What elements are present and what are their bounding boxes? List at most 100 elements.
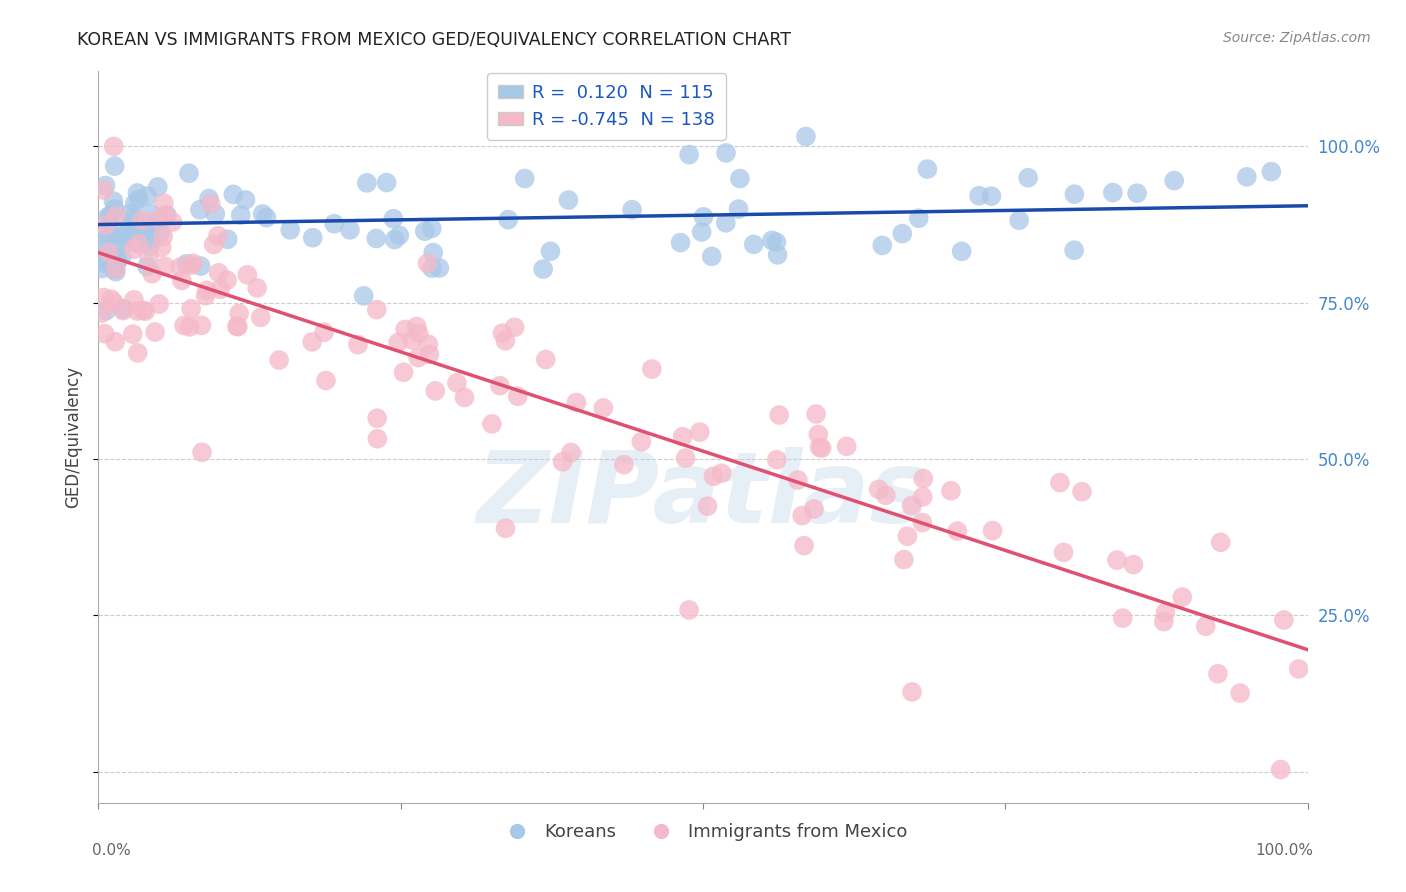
Point — [97, 226, 120, 240]
Point — [100, 256, 122, 270]
Point — [807, 427, 830, 442]
Point — [387, 335, 409, 350]
Point — [388, 228, 411, 243]
Point — [413, 224, 436, 238]
Point — [353, 289, 375, 303]
Point — [315, 374, 337, 388]
Point — [136, 260, 159, 274]
Point — [93, 291, 115, 305]
Point — [792, 508, 814, 523]
Point — [787, 473, 810, 487]
Point — [766, 248, 789, 262]
Point — [1171, 590, 1194, 604]
Point — [808, 440, 831, 454]
Point — [422, 245, 444, 260]
Point — [124, 196, 146, 211]
Point — [406, 351, 429, 365]
Text: KOREAN VS IMMIGRANTS FROM MEXICO GED/EQUIVALENCY CORRELATION CHART: KOREAN VS IMMIGRANTS FROM MEXICO GED/EQU… — [77, 31, 792, 49]
Point — [366, 302, 388, 317]
Point — [278, 223, 301, 237]
Point — [446, 376, 468, 390]
Point — [115, 231, 138, 245]
Point — [981, 524, 1004, 538]
Point — [177, 166, 200, 180]
Point — [207, 266, 229, 280]
Point — [103, 194, 125, 208]
Point — [127, 186, 149, 200]
Point — [195, 283, 218, 297]
Point — [122, 230, 145, 244]
Point — [156, 208, 179, 222]
Point — [1163, 173, 1185, 187]
Point — [675, 451, 697, 466]
Point — [347, 337, 370, 351]
Point — [714, 216, 737, 230]
Point — [100, 208, 122, 222]
Text: 100.0%: 100.0% — [1256, 843, 1313, 858]
Point — [188, 202, 211, 217]
Point — [534, 352, 557, 367]
Point — [702, 469, 724, 483]
Point — [124, 235, 146, 250]
Point — [690, 225, 713, 239]
Point — [950, 244, 973, 259]
Point — [868, 483, 890, 497]
Point — [804, 407, 827, 421]
Point — [181, 256, 204, 270]
Point — [155, 208, 177, 222]
Point — [314, 325, 336, 339]
Point — [1206, 666, 1229, 681]
Point — [896, 529, 918, 543]
Point — [118, 206, 141, 220]
Point — [136, 189, 159, 203]
Point — [252, 207, 274, 221]
Point — [97, 210, 120, 224]
Point — [621, 202, 644, 217]
Point — [678, 603, 700, 617]
Point — [93, 256, 115, 270]
Point — [366, 432, 388, 446]
Point — [339, 223, 361, 237]
Point — [107, 230, 129, 244]
Point — [901, 685, 924, 699]
Point — [803, 502, 825, 516]
Point — [794, 129, 817, 144]
Point — [215, 273, 238, 287]
Point — [153, 260, 176, 274]
Point — [170, 273, 193, 287]
Point — [420, 261, 443, 276]
Point — [141, 267, 163, 281]
Point — [689, 425, 711, 439]
Point — [1102, 186, 1125, 200]
Point — [104, 202, 127, 216]
Point — [513, 171, 536, 186]
Point — [94, 219, 117, 233]
Point — [1270, 763, 1292, 777]
Point — [141, 207, 163, 221]
Point — [728, 171, 751, 186]
Point — [235, 193, 257, 207]
Point — [1105, 553, 1128, 567]
Point — [506, 389, 529, 403]
Point — [911, 516, 934, 530]
Point — [180, 301, 202, 316]
Point — [420, 221, 443, 235]
Point — [269, 353, 291, 368]
Point — [103, 295, 125, 310]
Point — [630, 434, 652, 449]
Point — [121, 327, 143, 342]
Point — [104, 262, 127, 277]
Point — [179, 319, 201, 334]
Point — [111, 249, 134, 263]
Point — [127, 304, 149, 318]
Legend: Koreans, Immigrants from Mexico: Koreans, Immigrants from Mexico — [492, 816, 914, 848]
Point — [301, 230, 323, 244]
Point — [382, 211, 405, 226]
Point — [551, 455, 574, 469]
Point — [592, 401, 614, 415]
Point — [870, 238, 893, 252]
Point — [107, 252, 129, 267]
Point — [104, 209, 127, 223]
Point — [100, 293, 122, 307]
Point — [146, 180, 169, 194]
